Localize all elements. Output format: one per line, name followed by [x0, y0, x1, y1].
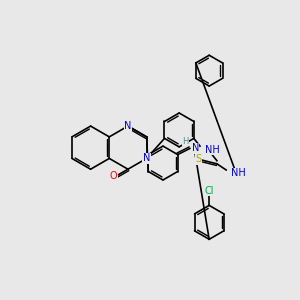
Text: N: N	[191, 143, 199, 153]
Text: H: H	[182, 137, 188, 146]
Text: O: O	[110, 171, 118, 181]
Text: NH: NH	[205, 145, 219, 155]
Text: S: S	[195, 154, 202, 164]
Text: N: N	[124, 121, 132, 131]
Text: Cl: Cl	[204, 186, 214, 196]
Text: N: N	[143, 153, 150, 164]
Text: NH: NH	[231, 168, 245, 178]
